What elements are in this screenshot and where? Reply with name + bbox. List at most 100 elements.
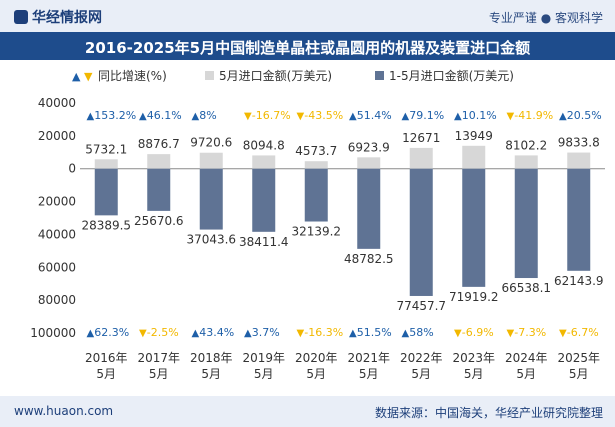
- up-triangle-icon: ▲: [559, 111, 567, 122]
- up-triangle-icon: ▲: [402, 328, 410, 339]
- month-bar: [462, 145, 486, 169]
- ytd-bar: [567, 168, 591, 271]
- down-triangle-icon: ▼: [244, 111, 252, 122]
- month-value-label: 4573.7: [295, 144, 337, 158]
- ytd-value-label: 71919.2: [449, 290, 499, 304]
- month-growth-label: 153.2%: [94, 109, 136, 122]
- brand-logo-icon: [14, 10, 28, 24]
- title-bar: 2016-2025年5月中国制造单晶柱或晶圆用的机器及装置进口金额: [0, 32, 615, 60]
- ytd-bar: [462, 168, 486, 287]
- brand: 华经情报网: [14, 7, 102, 27]
- ytd-growth-label: -2.5%: [147, 326, 179, 339]
- legend-ytd-label: 1-5月进口金额(万美元): [389, 68, 514, 83]
- up-triangle-icon: ▲: [87, 111, 95, 122]
- up-triangle-icon: ▲: [192, 328, 200, 339]
- y-tick-label: 80000: [38, 293, 76, 307]
- ytd-value-label: 37043.6: [186, 233, 236, 247]
- up-triangle-icon: ▲: [402, 111, 410, 122]
- up-triangle-icon: ▲: [87, 328, 95, 339]
- ytd-growth-label: 62.3%: [94, 326, 129, 339]
- ytd-bar: [199, 168, 223, 230]
- ytd-value-label: 25670.6: [134, 214, 184, 228]
- ytd-bar: [252, 168, 276, 232]
- month-bar: [252, 155, 276, 169]
- legend-down-triangle: ▼: [84, 70, 93, 83]
- brand-name: 华经情报网: [32, 10, 102, 26]
- x-tick-label-month: 5月: [359, 367, 379, 381]
- down-triangle-icon: ▼: [297, 111, 305, 122]
- up-triangle-icon: ▲: [349, 111, 357, 122]
- month-bar: [199, 152, 223, 169]
- month-bar: [409, 147, 433, 169]
- y-tick-label: 100000: [30, 326, 76, 340]
- y-tick-label: 0: [68, 162, 76, 176]
- x-tick-label-year: 2020年: [295, 351, 338, 365]
- month-growth-label: 10.1%: [462, 109, 497, 122]
- month-value-label: 12671: [402, 131, 440, 145]
- footer-url: www.huaon.com: [14, 404, 114, 418]
- month-value-label: 5732.1: [85, 142, 127, 156]
- legend-ytd-swatch: [375, 71, 384, 80]
- ytd-value-label: 28389.5: [81, 218, 131, 232]
- month-value-label: 6923.9: [348, 140, 390, 154]
- x-tick-label-year: 2016年: [85, 351, 128, 365]
- x-tick-label-year: 2017年: [137, 351, 180, 365]
- ytd-growth-label: -6.9%: [462, 326, 494, 339]
- month-bar: [514, 155, 538, 169]
- data-source: 数据来源：中国海关，华经产业研究院整理: [374, 406, 603, 420]
- x-tick-label-year: 2019年: [242, 351, 285, 365]
- month-growth-label: 46.1%: [147, 109, 182, 122]
- ytd-growth-label: 58%: [409, 326, 433, 339]
- month-growth-label: -43.5%: [304, 109, 343, 122]
- ytd-growth-label: -6.7%: [567, 326, 599, 339]
- ytd-bar: [304, 168, 328, 222]
- x-tick-label-month: 5月: [306, 367, 326, 381]
- x-tick-label-month: 5月: [96, 367, 116, 381]
- legend-month-swatch: [205, 71, 214, 80]
- month-growth-label: -41.9%: [514, 109, 553, 122]
- ytd-value-label: 32139.2: [291, 225, 341, 239]
- month-growth-label: 8%: [199, 109, 216, 122]
- month-bar: [304, 161, 328, 169]
- ytd-growth-label: 3.7%: [252, 326, 280, 339]
- ytd-bar: [94, 168, 118, 216]
- ytd-bar: [514, 168, 538, 279]
- month-value-label: 8102.2: [505, 138, 547, 152]
- y-tick-label: 20000: [38, 129, 76, 143]
- x-tick-label-month: 5月: [411, 367, 431, 381]
- down-triangle-icon: ▼: [507, 328, 515, 339]
- month-growth-label: -16.7%: [252, 109, 291, 122]
- chart-title: 2016-2025年5月中国制造单晶柱或晶圆用的机器及装置进口金额: [84, 39, 531, 57]
- month-value-label: 8876.7: [138, 137, 180, 151]
- footer: www.huaon.com 数据来源：中国海关，华经产业研究院整理: [0, 396, 615, 427]
- ytd-value-label: 62143.9: [554, 274, 604, 288]
- month-bar: [147, 154, 171, 169]
- chart-area: ▲ ▼ 同比增速(%) 5月进口金额(万美元) 1-5月进口金额(万美元)4000020…: [30, 68, 605, 381]
- month-growth-label: 51.4%: [357, 109, 392, 122]
- x-tick-label-month: 5月: [516, 367, 536, 381]
- down-triangle-icon: ▼: [297, 328, 305, 339]
- ytd-growth-label: 43.4%: [199, 326, 234, 339]
- ytd-bar: [147, 168, 171, 211]
- up-triangle-icon: ▲: [244, 328, 252, 339]
- ytd-growth-label: -16.3%: [304, 326, 343, 339]
- month-bar: [94, 159, 118, 169]
- month-bar: [567, 152, 591, 169]
- legend-up-triangle: ▲: [72, 70, 81, 83]
- x-tick-label-year: 2022年: [400, 351, 443, 365]
- ytd-value-label: 66538.1: [501, 281, 551, 295]
- top-banner: 华经情报网 专业严谨 ● 客观科学: [0, 0, 615, 32]
- month-value-label: 9720.6: [190, 136, 232, 150]
- up-triangle-icon: ▲: [192, 111, 200, 122]
- month-value-label: 9833.8: [558, 136, 600, 150]
- month-value-label: 8094.8: [243, 138, 285, 152]
- up-triangle-icon: ▲: [454, 111, 462, 122]
- ytd-bar: [409, 168, 433, 296]
- y-tick-label: 20000: [38, 195, 76, 209]
- down-triangle-icon: ▼: [559, 328, 567, 339]
- x-tick-label-month: 5月: [201, 367, 221, 381]
- x-tick-label-year: 2025年: [557, 351, 600, 365]
- x-tick-label-month: 5月: [569, 367, 589, 381]
- x-tick-label-month: 5月: [149, 367, 169, 381]
